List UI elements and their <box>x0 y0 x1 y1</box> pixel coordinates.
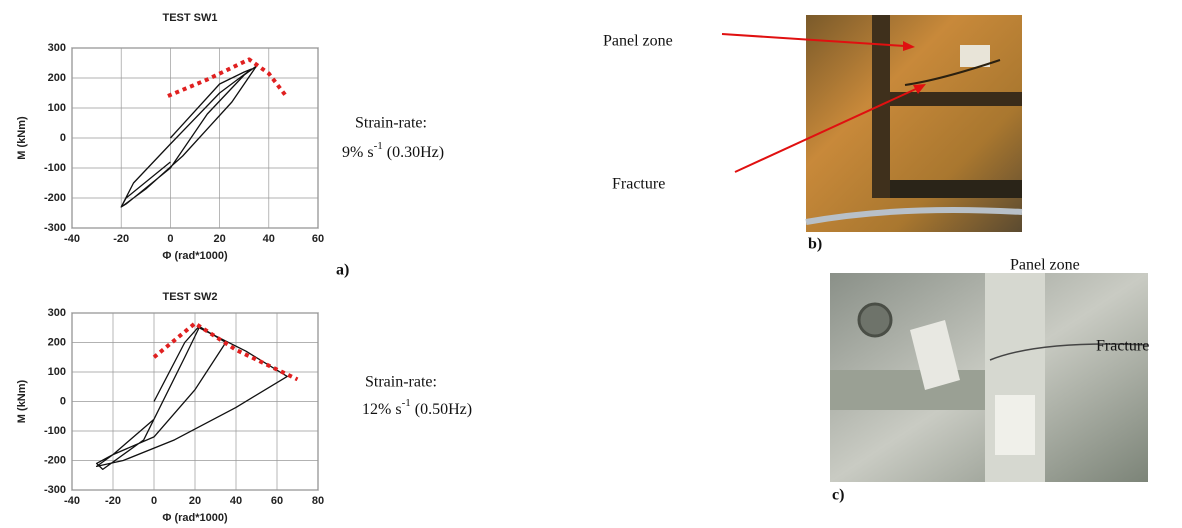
x-tick-label: -40 <box>64 233 80 245</box>
x-tick-label: 60 <box>312 233 324 245</box>
y-tick-label: -100 <box>44 162 66 174</box>
y-tick-label: -200 <box>44 454 66 466</box>
x-tick-label: -20 <box>113 233 129 245</box>
y-tick-label: 200 <box>48 72 66 84</box>
rate-text: 9% s-1 (0.30Hz) <box>342 140 444 161</box>
x-tick-label: 60 <box>271 495 283 507</box>
x-axis-label: Φ (rad*1000) <box>162 250 228 262</box>
label: Panel zone <box>1010 257 1080 274</box>
rate-tail: (0.30Hz) <box>383 144 444 161</box>
chart-title: TEST SW2 <box>162 291 217 303</box>
chart-title: TEST SW1 <box>162 12 217 24</box>
x-tick-label: 0 <box>167 233 173 245</box>
y-tick-label: 300 <box>48 42 66 54</box>
label: Panel zone <box>603 33 673 50</box>
y-tick-label: -300 <box>44 222 66 234</box>
hysteresis-line <box>95 325 288 470</box>
rate-head: Strain-rate: <box>355 115 427 132</box>
photo-c <box>830 273 1149 482</box>
envelope <box>152 321 299 382</box>
rate-sup: -1 <box>374 140 383 152</box>
envelope <box>167 57 288 98</box>
x-tick-label: -20 <box>105 495 121 507</box>
y-axis-label: M (kNm) <box>16 379 28 423</box>
y-axis-label: M (kNm) <box>16 116 28 160</box>
label: Fracture <box>1096 338 1149 355</box>
x-tick-label: 20 <box>213 233 225 245</box>
arrows <box>721 33 926 173</box>
y-tick-label: 300 <box>48 307 66 319</box>
y-tick-label: 0 <box>60 132 66 144</box>
label: Fracture <box>612 176 665 193</box>
x-tick-label: 40 <box>230 495 242 507</box>
y-tick-label: -200 <box>44 192 66 204</box>
y-tick-label: 100 <box>48 366 66 378</box>
x-tick-label: -40 <box>64 495 80 507</box>
hysteresis-line <box>120 65 258 208</box>
rate-text: 12% s-1 (0.50Hz) <box>362 397 472 418</box>
y-tick-label: 200 <box>48 336 66 348</box>
rate-sup: -1 <box>402 397 411 409</box>
panel-letter: a) <box>336 262 349 279</box>
x-tick-label: 80 <box>312 495 324 507</box>
y-tick-label: -300 <box>44 484 66 496</box>
rate-main: 9% s <box>342 144 374 161</box>
y-tick-label: 0 <box>60 395 66 407</box>
rate-main: 12% s <box>362 401 402 418</box>
x-tick-label: 20 <box>189 495 201 507</box>
y-tick-label: 100 <box>48 102 66 114</box>
x-tick-label: 40 <box>263 233 275 245</box>
x-tick-label: 0 <box>151 495 157 507</box>
panel-letter: c) <box>832 487 844 504</box>
x-axis-label: Φ (rad*1000) <box>162 512 228 524</box>
rate-tail: (0.50Hz) <box>411 401 472 418</box>
rate-head: Strain-rate: <box>365 374 437 391</box>
panel-letter: b) <box>808 236 822 253</box>
y-tick-label: -100 <box>44 425 66 437</box>
